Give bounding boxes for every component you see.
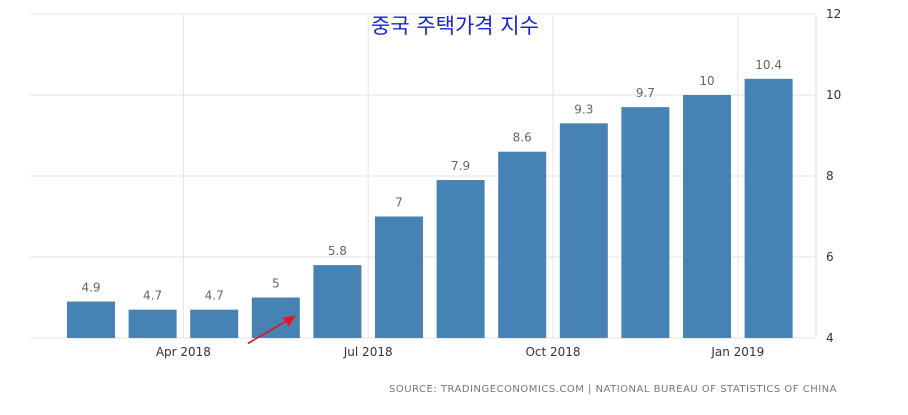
source-note: SOURCE: TRADINGECONOMICS.COM | NATIONAL … bbox=[389, 384, 837, 395]
data-label: 8.6 bbox=[513, 131, 532, 145]
data-label: 10 bbox=[699, 74, 714, 88]
bar bbox=[683, 95, 731, 338]
y-axis: 4 6 8 10 12 bbox=[826, 7, 841, 345]
bars bbox=[67, 78, 793, 339]
bar bbox=[67, 301, 115, 338]
data-label: 5.8 bbox=[328, 244, 347, 258]
y-tick-label: 4 bbox=[826, 331, 834, 345]
data-label: 9.3 bbox=[574, 102, 593, 116]
x-tick-label: Jul 2018 bbox=[343, 345, 393, 359]
bar bbox=[744, 78, 793, 339]
data-label: 5 bbox=[272, 277, 280, 291]
arrow-shaft bbox=[247, 318, 290, 345]
x-tick-label: Apr 2018 bbox=[156, 345, 211, 359]
data-label: 4.7 bbox=[143, 289, 162, 303]
bar bbox=[436, 180, 485, 338]
bar bbox=[190, 309, 239, 338]
y-tick-label: 12 bbox=[826, 7, 841, 21]
data-label: 9.7 bbox=[636, 86, 655, 100]
x-tick-label: Oct 2018 bbox=[525, 345, 580, 359]
y-tick-label: 10 bbox=[826, 88, 841, 102]
data-label: 7 bbox=[395, 196, 403, 210]
x-axis: Apr 2018 Jul 2018 Oct 2018 Jan 2019 bbox=[156, 345, 764, 359]
arrow-head bbox=[282, 315, 296, 327]
bar bbox=[128, 309, 177, 338]
bar bbox=[375, 216, 423, 338]
bar bbox=[313, 265, 362, 338]
data-label: 10.4 bbox=[755, 58, 782, 72]
data-label: 4.7 bbox=[205, 289, 224, 303]
data-labels: 4.9 4.7 4.7 5 5.8 7 7.9 8.6 9.3 9.7 10 10.4 bbox=[81, 58, 782, 303]
bar bbox=[559, 123, 608, 338]
x-tick-label: Jan 2019 bbox=[710, 345, 764, 359]
bar bbox=[498, 151, 547, 338]
y-tick-label: 8 bbox=[826, 169, 834, 183]
y-tick-label: 6 bbox=[826, 250, 834, 264]
bar bbox=[621, 107, 670, 339]
data-label: 4.9 bbox=[81, 281, 100, 295]
chart-title: 중국 주택가격 지수 bbox=[371, 14, 539, 38]
data-label: 7.9 bbox=[451, 159, 470, 173]
annotation-arrow bbox=[247, 315, 296, 345]
